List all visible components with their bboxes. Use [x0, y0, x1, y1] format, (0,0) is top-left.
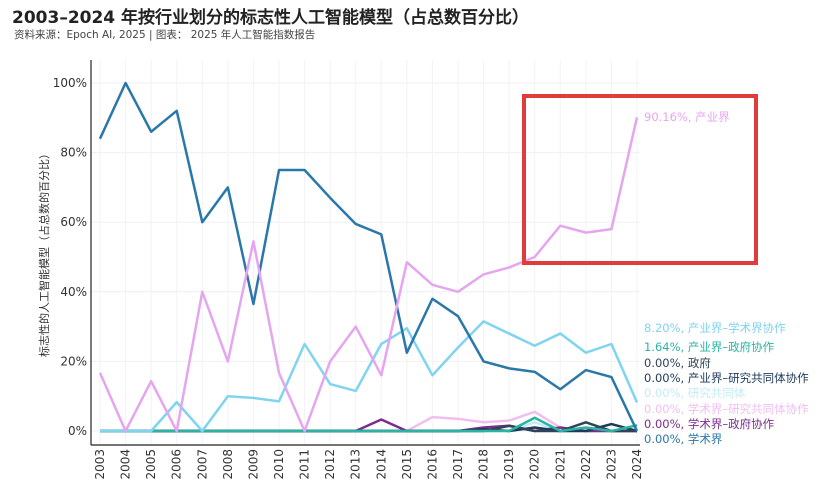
x-tick-label: 2008	[221, 449, 235, 480]
x-tick-label: 2006	[170, 449, 184, 480]
end-label: 0.00%, 学术界–研究共同体协作	[644, 402, 809, 416]
y-tick-label: 60%	[60, 215, 87, 229]
x-tick-label: 2005	[144, 449, 158, 480]
x-tick-label: 2019	[502, 449, 516, 480]
series-line-3	[100, 416, 638, 433]
x-tick-label: 2007	[195, 449, 209, 480]
end-label: 0.00%, 产业界–研究共同体协作	[644, 371, 809, 385]
end-label: 1.64%, 产业界–政府协作	[644, 340, 775, 354]
x-tick-label: 2011	[298, 449, 312, 480]
x-tick-label: 2003	[93, 449, 107, 480]
x-tick-label: 2012	[323, 449, 337, 480]
series-line-2	[100, 320, 639, 433]
end-label: 90.16%, 产业界	[644, 110, 730, 124]
chart-title: 2003–2024 年按行业划分的标志性人工智能模型（占总数百分比）	[12, 8, 530, 28]
highlight-box	[522, 94, 758, 265]
y-tick-label: 20%	[60, 354, 87, 368]
x-tick-label: 2024	[630, 449, 644, 480]
end-label: 0.00%, 研究共同体	[644, 386, 746, 400]
x-tick-label: 2021	[553, 449, 567, 480]
y-tick-label: 0%	[68, 424, 87, 438]
end-label: 0.00%, 政府	[644, 356, 711, 370]
x-tick-label: 2010	[272, 449, 286, 480]
series-line-1	[98, 116, 639, 433]
end-label: 0.00%, 学术界–政府协作	[644, 417, 775, 431]
x-tick-label: 2018	[477, 449, 491, 480]
x-tick-label: 2009	[246, 449, 260, 480]
x-tick-label: 2013	[349, 449, 363, 480]
end-label: 8.20%, 产业界–学术界协作	[644, 321, 786, 335]
x-tick-label: 2017	[451, 449, 465, 480]
x-tick-label: 2015	[400, 449, 414, 480]
series-line-0	[98, 81, 639, 432]
end-label: 0.00%, 学术界	[644, 432, 723, 446]
x-tick-label: 2022	[579, 449, 593, 480]
x-tick-label: 2016	[425, 449, 439, 480]
y-tick-label: 80%	[60, 146, 87, 160]
y-tick-label: 40%	[60, 285, 87, 299]
x-tick-label: 2023	[604, 449, 618, 480]
y-tick-label: 100%	[53, 76, 87, 90]
x-tick-label: 2004	[119, 449, 133, 480]
x-tick-label: 2014	[374, 449, 388, 480]
y-axis-label: 标志性的人工智能模型（占总数的百分比）	[37, 148, 51, 357]
chart-subtitle: 资料来源：Epoch AI, 2025 | 图表： 2025 年人工智能指数报告	[14, 29, 316, 41]
x-tick-label: 2020	[528, 449, 542, 480]
